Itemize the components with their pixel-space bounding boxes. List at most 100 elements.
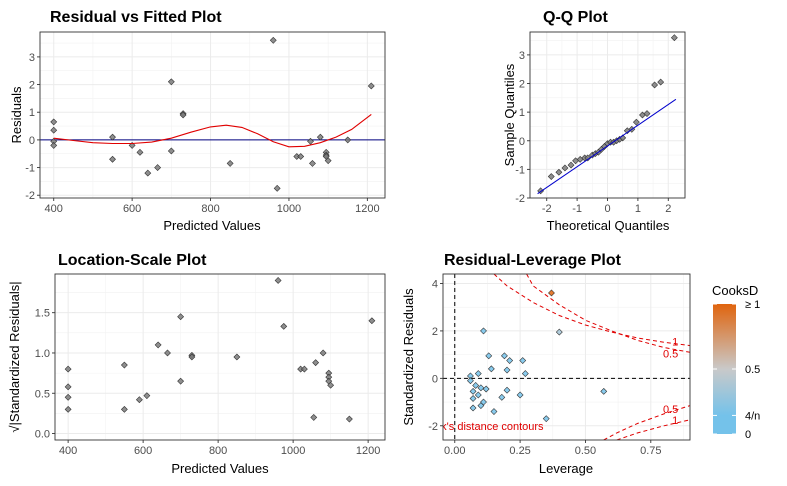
qq-y-axis-title: Sample Quantiles bbox=[502, 63, 517, 166]
rl-y-axis-title: Standardized Residuals bbox=[401, 288, 416, 426]
residual-point bbox=[273, 184, 281, 192]
scale-location-point bbox=[143, 392, 151, 400]
residual-point bbox=[307, 137, 314, 145]
scale-location-point bbox=[300, 365, 308, 373]
scale-location-point bbox=[274, 277, 282, 284]
y-tick-label: 2 bbox=[29, 80, 35, 92]
rl-title: Residual-Leverage Plot bbox=[444, 252, 622, 269]
x-tick-label: 1000 bbox=[277, 203, 301, 215]
cooksd-legend: CooksD ≥ 1 0.5 4/n 0 bbox=[712, 283, 760, 441]
qq-point bbox=[584, 154, 592, 162]
leverage-point bbox=[487, 365, 495, 373]
x-tick-label: 800 bbox=[209, 445, 227, 457]
x-tick-label: 1200 bbox=[356, 445, 380, 457]
y-tick-label: 1 bbox=[519, 107, 525, 119]
y-tick-label: -2 bbox=[25, 190, 35, 202]
qq-grid bbox=[530, 32, 685, 198]
rvf-title: Residual vs Fitted Plot bbox=[50, 9, 222, 26]
scale-location-point bbox=[233, 353, 241, 361]
ls-x-axis-title: Predicted Values bbox=[171, 461, 269, 476]
residual-point bbox=[109, 133, 116, 141]
scale-location-point bbox=[368, 317, 376, 325]
leverage-point bbox=[600, 387, 608, 395]
qq-marks bbox=[537, 34, 678, 195]
leverage-point bbox=[519, 357, 527, 364]
leverage-point bbox=[477, 384, 485, 392]
x-tick-label: 1000 bbox=[281, 445, 305, 457]
scale-location-point bbox=[312, 359, 320, 367]
contour-caption: Cook's distance contours bbox=[421, 421, 544, 433]
x-tick-label: 400 bbox=[45, 203, 63, 215]
legend-label: 0.5 bbox=[745, 364, 760, 376]
y-tick-label: 0 bbox=[29, 135, 35, 147]
residual-point bbox=[144, 169, 152, 177]
qq-point bbox=[632, 118, 640, 126]
scale-location-point bbox=[120, 361, 128, 369]
cooks-distance-contour bbox=[616, 419, 690, 440]
x-tick-label: 0.25 bbox=[509, 445, 530, 457]
leverage-point bbox=[472, 382, 480, 389]
rvf-panel-border bbox=[39, 31, 386, 199]
residual-point bbox=[50, 118, 58, 126]
legend-label: ≥ 1 bbox=[745, 299, 760, 311]
y-tick-label: 0 bbox=[432, 373, 438, 385]
qq-x-axis-title: Theoretical Quantiles bbox=[547, 218, 670, 233]
y-tick-label: 1 bbox=[29, 107, 35, 119]
rvf-y-axis-title: Residuals bbox=[9, 86, 24, 144]
leverage-point bbox=[474, 391, 482, 399]
qq-point bbox=[643, 110, 651, 117]
loess-smooth-line bbox=[53, 113, 372, 148]
ls-panel-border bbox=[54, 273, 386, 441]
x-tick-label: 600 bbox=[123, 203, 141, 215]
x-tick-label: 0.75 bbox=[640, 445, 661, 457]
leverage-point bbox=[506, 357, 514, 364]
qq-panel: Q-Q Plot -2 -1 0 1 2 -2 -1 0 1 2 3 Theoretical Qua… bbox=[502, 9, 686, 233]
leverage-point bbox=[503, 386, 511, 394]
x-tick-label: -2 bbox=[542, 203, 552, 215]
legend-colorbar bbox=[713, 304, 736, 434]
leverage-point bbox=[469, 395, 477, 402]
leverage-point bbox=[490, 408, 498, 415]
leverage-point bbox=[474, 370, 482, 378]
rl-ticks: 0.00 0.25 0.50 0.75 -2 0 2 4 bbox=[428, 278, 661, 457]
cooks-distance-contour bbox=[526, 274, 690, 353]
x-tick-label: 1 bbox=[635, 203, 641, 215]
rvf-marks bbox=[40, 36, 385, 192]
rvf-grid bbox=[40, 32, 385, 198]
residual-point bbox=[226, 159, 234, 167]
cooks-distance-contour bbox=[493, 274, 690, 347]
scale-location-point bbox=[177, 377, 185, 385]
qq-point bbox=[555, 168, 563, 176]
legend-labels: ≥ 1 0.5 4/n 0 bbox=[713, 299, 760, 441]
ls-ticks: 400 600 800 1000 1200 0.0 0.5 1.0 1.5 bbox=[35, 308, 381, 457]
contour-level-label: 0.5 bbox=[663, 348, 678, 360]
qq-point bbox=[567, 161, 575, 169]
x-tick-label: -1 bbox=[572, 203, 582, 215]
scale-location-point bbox=[327, 381, 335, 389]
leverage-point bbox=[542, 415, 550, 423]
x-tick-label: 400 bbox=[59, 445, 77, 457]
ls-grid bbox=[55, 274, 385, 440]
qq-point bbox=[657, 78, 665, 86]
legend-label: 0 bbox=[745, 429, 751, 441]
qq-title: Q-Q Plot bbox=[543, 9, 609, 26]
leverage-point bbox=[548, 289, 555, 297]
residual-point bbox=[324, 157, 332, 165]
ls-title: Location-Scale Plot bbox=[58, 252, 207, 269]
x-tick-label: 1200 bbox=[355, 203, 379, 215]
x-tick-label: 2 bbox=[665, 203, 671, 215]
residual-point bbox=[367, 82, 375, 90]
scale-location-point bbox=[310, 414, 318, 421]
scale-location-point bbox=[164, 349, 171, 357]
residual-point bbox=[128, 142, 136, 149]
leverage-point bbox=[469, 387, 477, 395]
scale-location-point bbox=[345, 415, 353, 423]
rl-x-axis-title: Leverage bbox=[539, 461, 593, 476]
leverage-point bbox=[516, 391, 524, 399]
contour-level-label: 1 bbox=[672, 337, 678, 349]
scale-location-point bbox=[280, 322, 288, 330]
legend-title: CooksD bbox=[712, 283, 758, 298]
